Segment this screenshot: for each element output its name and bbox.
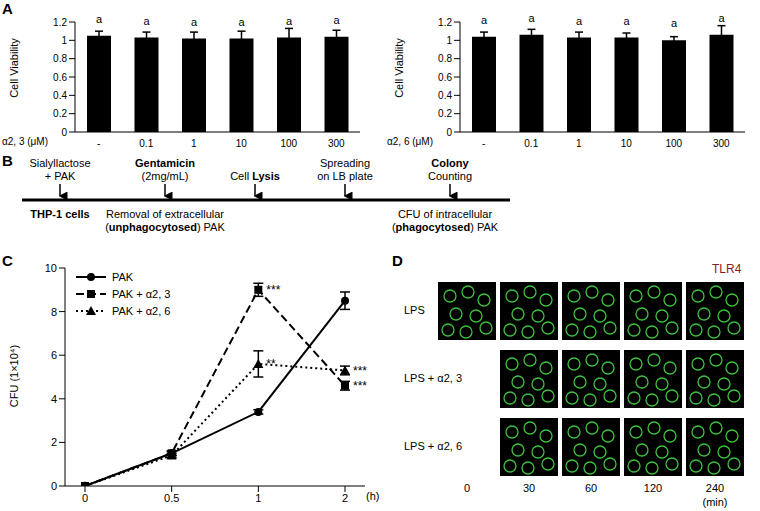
svg-text:8: 8 xyxy=(51,306,57,318)
html-text:Cell Viability: Cell Viability xyxy=(393,38,405,98)
svg-text:(2mg/mL): (2mg/mL) xyxy=(141,170,188,182)
svg-text:0: 0 xyxy=(61,127,67,138)
svg-text:0.5: 0.5 xyxy=(164,492,179,504)
html-text:α2, 6 (μM): α2, 6 (μM) xyxy=(387,136,433,147)
svg-text:PAK: PAK xyxy=(112,271,134,283)
svg-text:Cell Lysis: Cell Lysis xyxy=(230,170,280,182)
svg-text:0.6: 0.6 xyxy=(53,72,67,83)
svg-text:a: a xyxy=(96,13,103,25)
svg-text:300: 300 xyxy=(328,138,345,149)
svg-text:a: a xyxy=(333,14,340,26)
html-text:(h): (h) xyxy=(366,490,380,502)
svg-text:10: 10 xyxy=(621,138,633,149)
html-text:LPS + α2, 6: LPS + α2, 6 xyxy=(404,440,462,452)
svg-text:0.2: 0.2 xyxy=(53,108,67,119)
svg-text:+ PAK: + PAK xyxy=(45,170,76,182)
svg-text:1.2: 1.2 xyxy=(438,17,452,28)
svg-text:100: 100 xyxy=(665,138,682,149)
svg-text:Colony: Colony xyxy=(431,157,469,169)
html-text:Cell Viability: Cell Viability xyxy=(8,38,20,98)
svg-text:0.1: 0.1 xyxy=(139,138,153,149)
svg-text:2: 2 xyxy=(342,492,348,504)
html-text:LPS + α2, 3: LPS + α2, 3 xyxy=(404,372,462,384)
svg-text:Sialyllactose: Sialyllactose xyxy=(29,157,90,169)
svg-text:(unphagocytosed) PAK: (unphagocytosed) PAK xyxy=(105,221,225,233)
svg-text:PAK + α2, 3: PAK + α2, 3 xyxy=(112,288,170,300)
svg-text:THP-1 cells: THP-1 cells xyxy=(30,208,89,220)
svg-text:0.4: 0.4 xyxy=(438,90,452,101)
svg-text:0.4: 0.4 xyxy=(53,90,67,101)
svg-text:0.8: 0.8 xyxy=(438,53,452,64)
svg-text:Gentamicin: Gentamicin xyxy=(135,157,195,169)
svg-text:***: *** xyxy=(266,283,280,297)
html-text:LPS: LPS xyxy=(404,304,425,316)
html-text:CFU (1×10⁴): CFU (1×10⁴) xyxy=(8,344,20,408)
html-text:C: C xyxy=(2,252,13,269)
svg-text:1.2: 1.2 xyxy=(53,17,67,28)
svg-text:1: 1 xyxy=(255,492,261,504)
svg-text:a: a xyxy=(671,17,678,29)
svg-text:100: 100 xyxy=(280,138,297,149)
svg-text:0.6: 0.6 xyxy=(438,72,452,83)
html-text:D: D xyxy=(392,252,403,269)
svg-text:Counting: Counting xyxy=(428,170,472,182)
svg-text:on LB plate: on LB plate xyxy=(317,170,373,182)
html-text:TLR4: TLR4 xyxy=(712,262,742,276)
svg-text:0: 0 xyxy=(82,492,88,504)
svg-text:10: 10 xyxy=(45,262,57,274)
svg-text:CFU of intracellular: CFU of intracellular xyxy=(398,208,492,220)
svg-text:***: *** xyxy=(353,379,367,393)
svg-text:1: 1 xyxy=(191,138,197,149)
svg-text:1: 1 xyxy=(576,138,582,149)
svg-text:4: 4 xyxy=(51,393,57,405)
svg-text:a: a xyxy=(528,12,535,24)
svg-text:Removal of extracellular: Removal of extracellular xyxy=(106,208,224,220)
svg-text:300: 300 xyxy=(713,138,730,149)
svg-text:10: 10 xyxy=(236,138,248,149)
svg-text:a: a xyxy=(143,15,150,27)
svg-text:a: a xyxy=(191,16,198,28)
svg-text:a: a xyxy=(238,16,245,28)
html-text:30: 30 xyxy=(522,482,536,494)
html-text:60: 60 xyxy=(584,482,598,494)
svg-text:1: 1 xyxy=(61,35,67,46)
html-text:120: 120 xyxy=(643,482,663,494)
html-text:(min): (min) xyxy=(702,496,728,508)
svg-text:a: a xyxy=(286,15,293,27)
svg-text:2: 2 xyxy=(51,436,57,448)
svg-text:***: *** xyxy=(353,364,367,378)
svg-text:0.8: 0.8 xyxy=(53,53,67,64)
svg-text:PAK + α2, 6: PAK + α2, 6 xyxy=(112,305,170,317)
svg-text:a: a xyxy=(623,15,630,27)
svg-text:**: ** xyxy=(266,357,276,371)
svg-text:1: 1 xyxy=(446,35,452,46)
svg-text:6: 6 xyxy=(51,349,57,361)
svg-text:(phagocytosed) PAK: (phagocytosed) PAK xyxy=(392,221,499,233)
svg-text:-: - xyxy=(97,138,100,149)
svg-text:0.1: 0.1 xyxy=(524,138,538,149)
svg-text:Spreading: Spreading xyxy=(320,157,370,169)
svg-text:a: a xyxy=(481,14,488,26)
html-text:0: 0 xyxy=(463,482,471,494)
html-text:240: 240 xyxy=(705,482,725,494)
html-text:B: B xyxy=(2,152,13,169)
svg-text:a: a xyxy=(718,12,725,24)
svg-text:0: 0 xyxy=(51,480,57,492)
html-text:A: A xyxy=(2,0,13,17)
svg-text:-: - xyxy=(482,138,485,149)
svg-text:0.2: 0.2 xyxy=(438,108,452,119)
svg-text:a: a xyxy=(576,15,583,27)
svg-text:0: 0 xyxy=(446,127,452,138)
html-text:α2, 3 (μM): α2, 3 (μM) xyxy=(2,136,48,147)
